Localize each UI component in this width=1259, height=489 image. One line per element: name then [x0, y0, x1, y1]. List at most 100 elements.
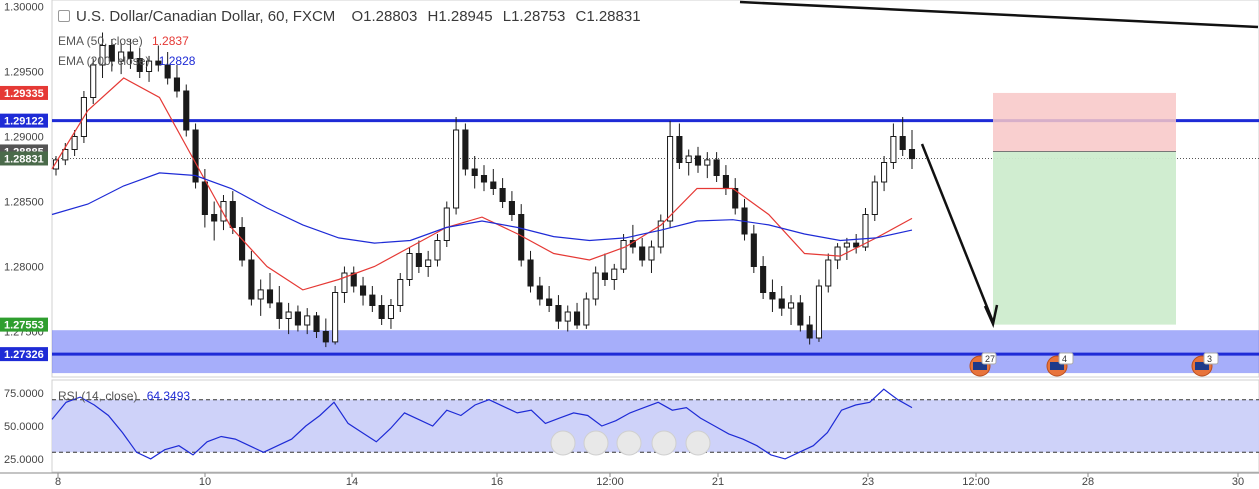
open-value: O1.28803	[351, 8, 418, 25]
candle-body	[881, 162, 888, 183]
candle-body	[359, 285, 367, 296]
candle-body	[750, 233, 757, 267]
time-tick-3: 16	[491, 476, 503, 488]
candle-body	[257, 289, 264, 300]
event-count-badge	[1203, 352, 1219, 365]
candle-body	[322, 331, 329, 343]
ema200-value: 1.2828	[158, 54, 196, 68]
candle-body	[722, 175, 729, 189]
time-tick-4: 12:00	[596, 476, 624, 488]
event-flag-stripe	[1050, 362, 1064, 370]
ema50-value: 1.2837	[152, 34, 189, 48]
candle-body	[704, 159, 711, 166]
candle-body	[220, 201, 227, 222]
candle-body	[713, 159, 720, 176]
price-badge-text-0: 1.29335	[4, 88, 44, 100]
candle-body	[834, 246, 841, 261]
projection-arrowhead	[983, 304, 999, 329]
candle-body	[601, 272, 609, 280]
event-count-1: 4	[1062, 354, 1067, 364]
candle-body	[313, 315, 320, 332]
candle-body	[192, 129, 199, 183]
candle-body	[276, 302, 283, 319]
nav-control-0[interactable]	[550, 430, 576, 456]
candle-body	[136, 58, 143, 72]
event-count-0: 27	[985, 354, 995, 364]
candle-body	[787, 302, 795, 309]
candle-body	[843, 242, 850, 248]
candle-body	[555, 305, 562, 322]
candle-body	[583, 298, 590, 326]
price-badge-5	[0, 347, 48, 362]
position-stop-zone	[993, 92, 1176, 152]
candle-body	[480, 175, 488, 183]
rsi-tick-2: 25.0000	[4, 454, 44, 466]
candle-body	[108, 45, 115, 62]
candle-body	[862, 214, 869, 248]
candle-body	[825, 259, 832, 287]
candle-body	[183, 90, 190, 131]
candle-body	[52, 159, 60, 170]
candle-body	[266, 289, 274, 304]
event-flag-stripe	[1195, 362, 1209, 370]
position-target-zone	[993, 151, 1176, 325]
candle-body	[639, 246, 646, 261]
price-badge-text-3: 1.28831	[4, 153, 44, 165]
candle-body	[620, 240, 627, 270]
candle-body	[815, 285, 823, 339]
candle-body	[908, 149, 916, 160]
price-badge-1	[0, 113, 48, 128]
time-tick-8: 28	[1082, 476, 1094, 488]
candle-body	[155, 60, 162, 66]
time-tick-6: 23	[862, 476, 874, 488]
candle-body	[341, 272, 348, 293]
close-value: C1.28831	[575, 8, 641, 25]
candle-body	[760, 266, 767, 293]
event-count-badge	[1058, 352, 1074, 365]
candle-body	[350, 272, 357, 287]
candle-body	[853, 242, 860, 248]
candle-body	[99, 45, 106, 66]
rsi-label: RSI (14, close)	[58, 389, 138, 403]
candle-body	[239, 227, 246, 261]
candle-body	[201, 181, 208, 215]
price-tick-2: 1.29000	[4, 132, 44, 144]
ema50-legend[interactable]: EMA (50, close) 1.2837	[58, 34, 189, 48]
symbol-title: U.S. Dollar/Canadian Dollar, 60, FXCM	[76, 8, 336, 25]
nav-control-2[interactable]	[616, 430, 642, 456]
event-count-badge	[981, 352, 997, 365]
price-badge-text-5: 1.27326	[4, 349, 44, 361]
ema200-line	[51, 172, 913, 244]
settings-icon[interactable]	[58, 10, 70, 22]
price-tick-1: 1.29500	[4, 67, 44, 79]
nav-control-1[interactable]	[583, 430, 609, 456]
candle-body	[71, 136, 78, 150]
candle-body	[648, 246, 655, 261]
candle-body	[471, 168, 478, 176]
ema200-legend[interactable]: EMA (200, close) 1.2828	[58, 54, 195, 68]
candle-body	[592, 272, 599, 300]
rsi-tick-1: 50.0000	[4, 421, 44, 433]
nav-control-4[interactable]	[685, 430, 711, 456]
candle-body	[332, 292, 339, 343]
candle-body	[685, 155, 692, 163]
candle-body	[462, 129, 469, 170]
candle-body	[573, 311, 581, 326]
ema50-line	[51, 77, 913, 291]
time-tick-1: 10	[199, 476, 211, 488]
event-flag-stripe	[973, 362, 987, 370]
chart-header: U.S. Dollar/Canadian Dollar, 60, FXCM O1…	[76, 8, 641, 25]
candle-body	[564, 311, 571, 322]
candle-body	[434, 240, 441, 261]
price-badge-4	[0, 317, 48, 332]
ema200-label: EMA (200, close)	[58, 54, 150, 68]
candle-body	[211, 214, 218, 222]
candle-body	[127, 51, 134, 59]
candle-body	[406, 253, 413, 280]
rsi-legend[interactable]: RSI (14, close) 64.3493	[58, 389, 190, 403]
candle-body	[871, 181, 878, 215]
candle-body	[453, 129, 460, 209]
nav-control-3[interactable]	[651, 430, 677, 456]
high-value: H1.28945	[427, 8, 493, 25]
